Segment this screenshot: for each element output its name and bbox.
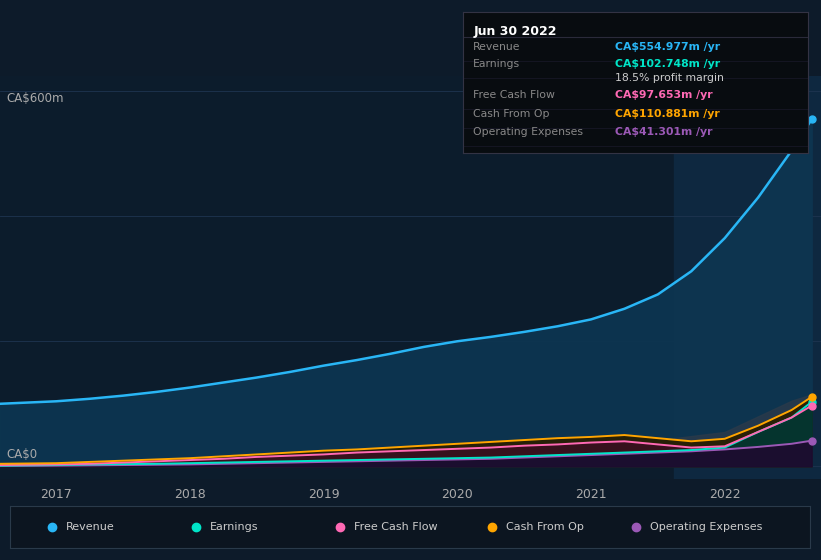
Text: Operating Expenses: Operating Expenses [650, 522, 763, 532]
Text: Cash From Op: Cash From Op [474, 109, 550, 119]
Text: CA$110.881m /yr: CA$110.881m /yr [615, 109, 719, 119]
Text: Free Cash Flow: Free Cash Flow [474, 90, 555, 100]
Text: CA$41.301m /yr: CA$41.301m /yr [615, 127, 713, 137]
Text: CA$600m: CA$600m [7, 92, 64, 105]
Text: CA$0: CA$0 [7, 449, 38, 461]
Text: Operating Expenses: Operating Expenses [474, 127, 584, 137]
Text: Cash From Op: Cash From Op [506, 522, 584, 532]
Text: CA$97.653m /yr: CA$97.653m /yr [615, 90, 713, 100]
Bar [674, 76, 821, 479]
Text: Jun 30 2022: Jun 30 2022 [474, 25, 557, 38]
Text: CA$102.748m /yr: CA$102.748m /yr [615, 59, 720, 69]
Text: 18.5% profit margin: 18.5% profit margin [615, 73, 723, 83]
Text: Earnings: Earnings [474, 59, 521, 69]
Text: Revenue: Revenue [66, 522, 115, 532]
Text: Revenue: Revenue [474, 42, 521, 52]
Text: Free Cash Flow: Free Cash Flow [354, 522, 438, 532]
Text: Earnings: Earnings [210, 522, 259, 532]
Text: CA$554.977m /yr: CA$554.977m /yr [615, 42, 720, 52]
